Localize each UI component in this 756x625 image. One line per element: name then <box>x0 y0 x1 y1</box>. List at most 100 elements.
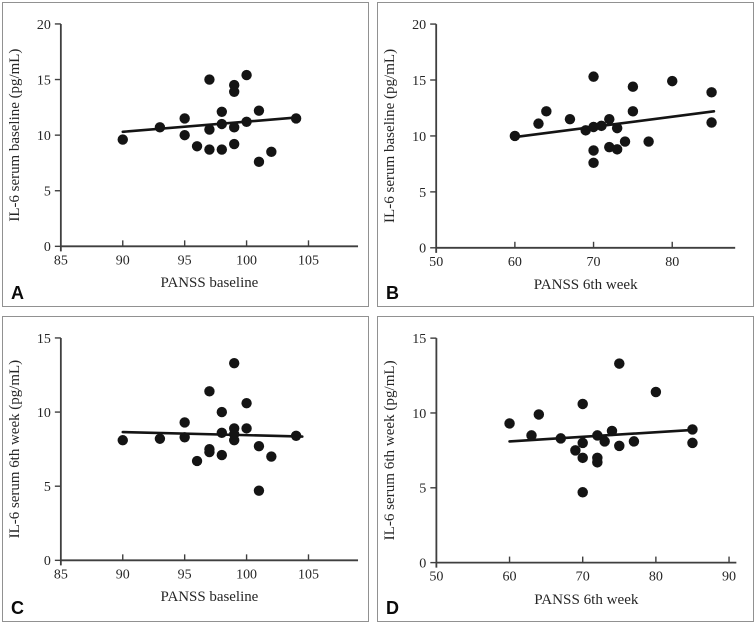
data-point <box>706 117 717 128</box>
data-point <box>241 69 252 81</box>
data-point <box>604 113 615 125</box>
y-tick-label: 0 <box>419 241 426 257</box>
panel-label-c: C <box>11 598 24 618</box>
data-point <box>266 146 277 158</box>
y-tick-label: 15 <box>37 332 51 347</box>
y-tick-label: 5 <box>419 481 426 497</box>
data-point <box>526 430 537 441</box>
data-point <box>599 436 610 447</box>
y-tick-label: 0 <box>44 554 51 569</box>
y-tick-label: 15 <box>412 73 426 89</box>
data-point <box>290 430 302 441</box>
y-tick-label: 10 <box>37 129 51 144</box>
data-point <box>564 113 576 125</box>
data-point <box>541 106 552 117</box>
y-tick-label: 15 <box>37 73 51 88</box>
y-axis-label: IL-6 serum baseline (pg/mL) <box>382 49 398 223</box>
data-point <box>179 129 190 141</box>
x-tick-label: 105 <box>298 567 319 582</box>
data-point <box>592 457 603 468</box>
data-point <box>229 86 240 97</box>
data-point <box>253 105 265 116</box>
data-point <box>611 122 623 134</box>
data-point <box>117 134 128 145</box>
x-tick-label: 50 <box>429 254 443 270</box>
y-axis-label: IL-6 serum baseline (pg/mL) <box>7 49 23 222</box>
data-point <box>533 118 544 129</box>
x-axis-label: PANSS baseline <box>161 275 259 291</box>
data-point <box>241 423 252 434</box>
data-point <box>504 418 515 429</box>
trend-line <box>121 430 304 438</box>
data-point <box>614 440 625 452</box>
x-tick-label: 85 <box>54 253 68 268</box>
data-point <box>533 409 545 420</box>
data-point <box>627 81 639 92</box>
data-point <box>179 113 190 124</box>
x-tick-label: 85 <box>54 567 68 582</box>
data-point <box>179 417 190 428</box>
data-point <box>229 122 240 133</box>
y-tick-label: 5 <box>44 480 51 495</box>
data-point <box>650 386 662 398</box>
x-tick-label: 90 <box>116 253 130 268</box>
data-point <box>229 435 240 446</box>
x-tick-label: 100 <box>236 567 257 582</box>
data-point <box>241 116 252 127</box>
panel-d: 0 5 10 15 50 60 70 80 90 PANSS 6th week IL-6 serum… <box>377 316 754 622</box>
y-tick-label: 5 <box>44 185 51 200</box>
data-point <box>611 144 623 155</box>
x-tick-label: 95 <box>178 253 192 268</box>
data-point <box>588 157 599 169</box>
x-tick-label: 80 <box>665 254 679 270</box>
data-point <box>687 437 698 449</box>
data-point <box>191 455 203 467</box>
data-point <box>216 406 228 418</box>
data-point <box>216 449 228 461</box>
data-point <box>592 430 603 441</box>
x-tick-label: 95 <box>178 567 192 582</box>
data-point <box>253 485 265 496</box>
data-point <box>229 357 240 369</box>
data-point <box>596 120 607 132</box>
data-point <box>577 452 588 464</box>
scatter-plot-a: 0 5 10 15 20 85 90 95 100 105 PANSS baseline IL-6 s… <box>7 18 359 291</box>
data-point <box>588 145 599 156</box>
panel-label-d: D <box>386 598 399 618</box>
data-point <box>570 445 581 456</box>
panel-c: 0 5 10 15 85 90 95 100 105 PANSS baseline IL-6 ser… <box>2 316 369 622</box>
x-tick-label: 90 <box>722 569 736 585</box>
data-point <box>204 446 215 458</box>
x-tick-label: 60 <box>503 569 517 585</box>
x-axis-label: PANSS baseline <box>161 589 259 605</box>
scatter-plot-c: 0 5 10 15 85 90 95 100 105 PANSS baseline IL-6 ser… <box>7 332 359 605</box>
data-point <box>204 74 215 85</box>
y-tick-label: 20 <box>37 18 51 33</box>
data-point <box>216 106 228 117</box>
data-point <box>667 75 678 87</box>
data-point <box>179 432 190 443</box>
data-point <box>643 136 654 147</box>
data-point <box>216 144 228 155</box>
x-tick-label: 70 <box>576 569 590 585</box>
y-tick-label: 5 <box>419 185 426 201</box>
data-point <box>253 440 265 452</box>
data-point <box>509 130 521 142</box>
panel-b: 0 5 10 15 20 50 60 70 80 PANSS 6th week IL-6 serum… <box>377 2 754 307</box>
data-point <box>614 358 625 369</box>
x-tick-label: 70 <box>587 254 601 270</box>
scatter-plot-b: 0 5 10 15 20 50 60 70 80 PANSS 6th week IL-6 serum… <box>382 17 736 293</box>
data-point <box>204 124 215 135</box>
data-point <box>117 435 128 446</box>
data-point <box>216 427 228 439</box>
x-tick-label: 80 <box>649 569 663 585</box>
x-tick-label: 100 <box>236 253 257 268</box>
x-axis-label: PANSS 6th week <box>534 277 638 293</box>
x-axis-label: PANSS 6th week <box>534 592 639 608</box>
data-point <box>606 425 618 437</box>
data-point <box>628 436 640 447</box>
panel-a: 0 5 10 15 20 85 90 95 100 105 PANSS baseline IL-6 s… <box>2 2 369 307</box>
data-point <box>588 121 599 133</box>
data-point <box>204 386 215 397</box>
